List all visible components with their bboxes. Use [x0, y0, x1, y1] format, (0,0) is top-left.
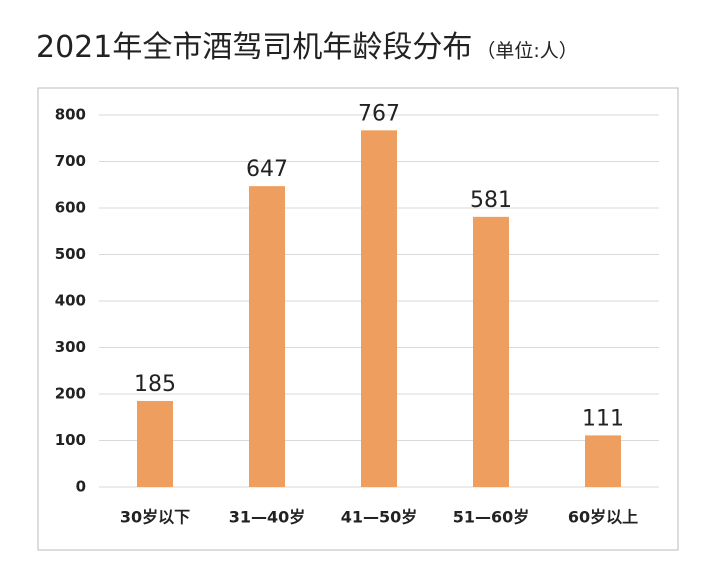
- value-label: 647: [246, 157, 288, 182]
- bar: [585, 435, 621, 487]
- value-label: 581: [470, 188, 512, 213]
- x-tick-label: 31—40岁: [229, 508, 306, 527]
- y-tick-label: 200: [55, 385, 86, 403]
- header: 2021年全市酒驾司机年龄段分布 （单位:人）: [36, 22, 578, 66]
- y-tick-label: 800: [55, 106, 86, 124]
- bar: [249, 186, 285, 487]
- x-tick-label: 60岁以上: [568, 508, 638, 527]
- chart-subtitle: （单位:人）: [476, 40, 578, 62]
- y-tick-label: 400: [55, 292, 86, 310]
- y-tick-label: 100: [55, 431, 86, 449]
- value-label: 111: [582, 406, 624, 431]
- y-tick-label: 700: [55, 152, 86, 170]
- bar: [473, 216, 509, 487]
- chart-title: 2021年全市酒驾司机年龄段分布: [36, 30, 473, 65]
- bar: [361, 130, 397, 487]
- y-tick-label: 0: [76, 478, 86, 496]
- x-tick-label: 51—60岁: [453, 508, 530, 527]
- y-tick-label: 600: [55, 199, 86, 217]
- y-tick-label: 500: [55, 245, 86, 263]
- x-tick-label: 30岁以下: [120, 508, 190, 527]
- value-label: 185: [134, 372, 176, 397]
- y-tick-label: 300: [55, 338, 86, 356]
- bar: [137, 400, 173, 487]
- value-label: 767: [358, 101, 400, 126]
- x-tick-label: 41—50岁: [341, 508, 418, 527]
- chart-frame: [37, 87, 679, 551]
